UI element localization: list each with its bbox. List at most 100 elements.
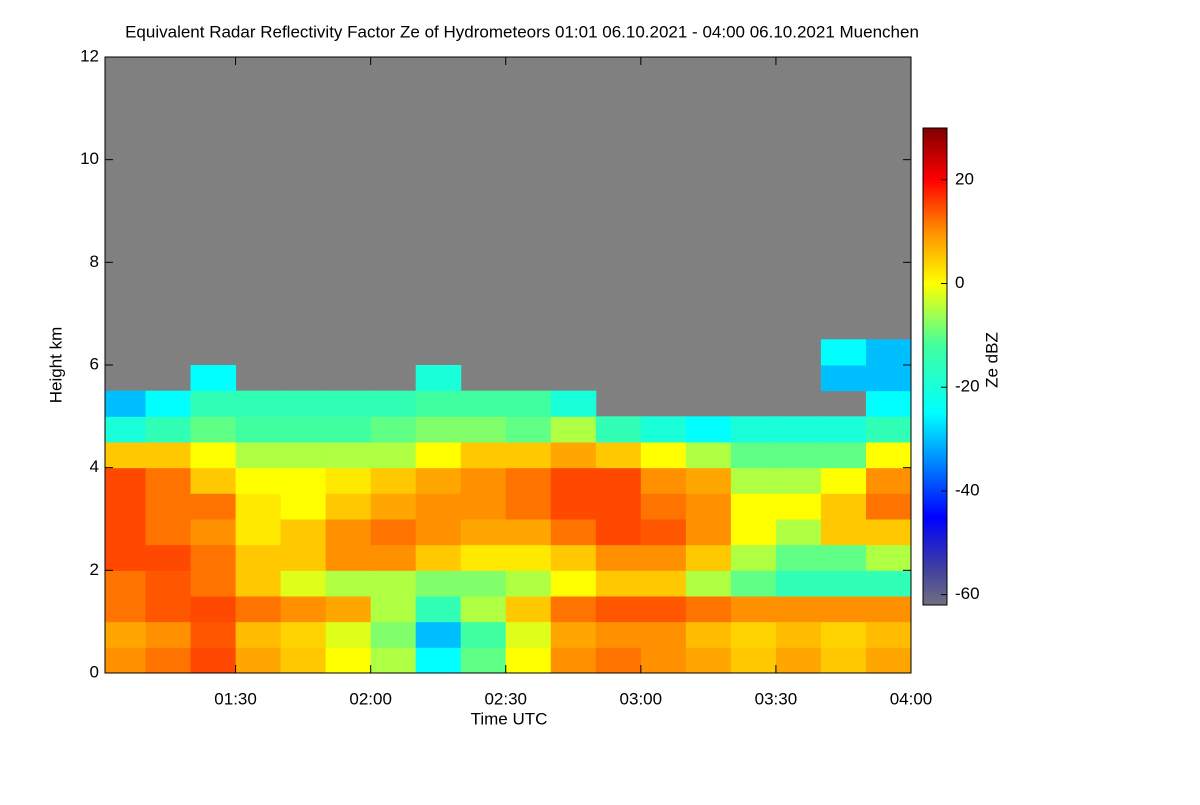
heatmap-cell bbox=[865, 647, 912, 674]
heatmap-cell bbox=[235, 467, 282, 494]
heatmap-cell bbox=[105, 519, 147, 546]
heatmap-cell bbox=[105, 493, 147, 520]
heatmap-cell bbox=[145, 647, 192, 674]
heatmap-cell bbox=[235, 647, 282, 674]
heatmap-cell bbox=[370, 596, 417, 623]
heatmap-cell bbox=[190, 416, 237, 443]
heatmap-cell bbox=[865, 544, 912, 571]
heatmap-cell bbox=[190, 570, 237, 597]
x-tick-label: 02:00 bbox=[349, 689, 392, 708]
heatmap-cell bbox=[190, 519, 237, 546]
heatmap-cell bbox=[415, 519, 462, 546]
heatmap-cell bbox=[820, 365, 867, 392]
heatmap-cell bbox=[415, 647, 462, 674]
heatmap-cell bbox=[460, 519, 507, 546]
heatmap-cell bbox=[190, 647, 237, 674]
heatmap-cell bbox=[640, 544, 687, 571]
y-tick-label: 6 bbox=[90, 354, 99, 373]
heatmap-cell bbox=[730, 416, 777, 443]
heatmap-cell bbox=[105, 621, 147, 648]
heatmap-cell bbox=[190, 467, 237, 494]
heatmap-cell bbox=[640, 621, 687, 648]
heatmap-cell bbox=[460, 544, 507, 571]
heatmap-cell bbox=[105, 647, 147, 674]
heatmap-cell bbox=[865, 442, 912, 469]
x-tick-label: 04:00 bbox=[890, 689, 933, 708]
colorbar-tick-label: 20 bbox=[955, 169, 974, 188]
heatmap-cell bbox=[145, 596, 192, 623]
heatmap-cell bbox=[685, 647, 732, 674]
heatmap-cell bbox=[145, 621, 192, 648]
heatmap-cell bbox=[325, 544, 372, 571]
heatmap-cell bbox=[595, 570, 642, 597]
heatmap-cell bbox=[505, 467, 552, 494]
heatmap-cell bbox=[145, 467, 192, 494]
heatmap-cell bbox=[865, 493, 912, 520]
heatmap-cell bbox=[550, 390, 597, 417]
heatmap-cell bbox=[730, 493, 777, 520]
heatmap-cell bbox=[550, 519, 597, 546]
heatmap-cell bbox=[820, 596, 867, 623]
heatmap-cell bbox=[415, 416, 462, 443]
heatmap-cell bbox=[190, 596, 237, 623]
heatmap-cell bbox=[370, 416, 417, 443]
heatmap-cell bbox=[775, 519, 822, 546]
heatmap-cell bbox=[460, 442, 507, 469]
heatmap-cell bbox=[820, 467, 867, 494]
heatmap-cell bbox=[865, 339, 912, 366]
heatmap-cell bbox=[105, 442, 147, 469]
heatmap-cell bbox=[550, 416, 597, 443]
heatmap-cell bbox=[370, 442, 417, 469]
colorbar-tick-label: -40 bbox=[955, 480, 980, 499]
heatmap-cell bbox=[820, 519, 867, 546]
heatmap-cell bbox=[775, 570, 822, 597]
heatmap-cell bbox=[820, 416, 867, 443]
heatmap-cell bbox=[550, 621, 597, 648]
heatmap-cell bbox=[595, 442, 642, 469]
heatmap-cell bbox=[370, 570, 417, 597]
heatmap-cell bbox=[235, 621, 282, 648]
heatmap-cell bbox=[370, 467, 417, 494]
heatmap-cell bbox=[505, 544, 552, 571]
heatmap-cell bbox=[325, 467, 372, 494]
heatmap-cell bbox=[640, 570, 687, 597]
heatmap-cell bbox=[685, 416, 732, 443]
heatmap-cell bbox=[235, 442, 282, 469]
colorbar-label: Ze dBZ bbox=[982, 332, 1001, 388]
heatmap-cell bbox=[280, 519, 327, 546]
heatmap-cell bbox=[235, 519, 282, 546]
heatmap-cell bbox=[640, 442, 687, 469]
heatmap-cell bbox=[865, 365, 912, 392]
heatmap-cell bbox=[865, 390, 912, 417]
heatmap-cell bbox=[105, 390, 147, 417]
heatmap-cell bbox=[280, 570, 327, 597]
heatmap-cell bbox=[460, 621, 507, 648]
heatmap-cell bbox=[235, 390, 282, 417]
heatmap-cell bbox=[775, 416, 822, 443]
heatmap-cell bbox=[685, 621, 732, 648]
heatmap-cell bbox=[280, 416, 327, 443]
heatmap-cell bbox=[235, 416, 282, 443]
heatmap-cell bbox=[460, 390, 507, 417]
heatmap-cell bbox=[105, 596, 147, 623]
heatmap-cell bbox=[685, 570, 732, 597]
colorbar-tick-label: -20 bbox=[955, 377, 980, 396]
heatmap-cell bbox=[775, 467, 822, 494]
y-tick-label: 0 bbox=[90, 662, 99, 681]
heatmap-cell bbox=[595, 621, 642, 648]
heatmap-cell bbox=[145, 519, 192, 546]
heatmap-cell bbox=[190, 365, 237, 392]
heatmap-cell bbox=[145, 442, 192, 469]
heatmap-cell bbox=[415, 365, 462, 392]
x-axis-label: Time UTC bbox=[471, 709, 548, 728]
heatmap-cell bbox=[415, 493, 462, 520]
heatmap-cell bbox=[775, 647, 822, 674]
heatmap-cell bbox=[145, 416, 192, 443]
heatmap-cell bbox=[325, 596, 372, 623]
heatmap-cell bbox=[145, 390, 192, 417]
heatmap-cell bbox=[280, 390, 327, 417]
y-tick-label: 10 bbox=[80, 149, 99, 168]
heatmap-cell bbox=[595, 519, 642, 546]
heatmap-cell bbox=[820, 442, 867, 469]
